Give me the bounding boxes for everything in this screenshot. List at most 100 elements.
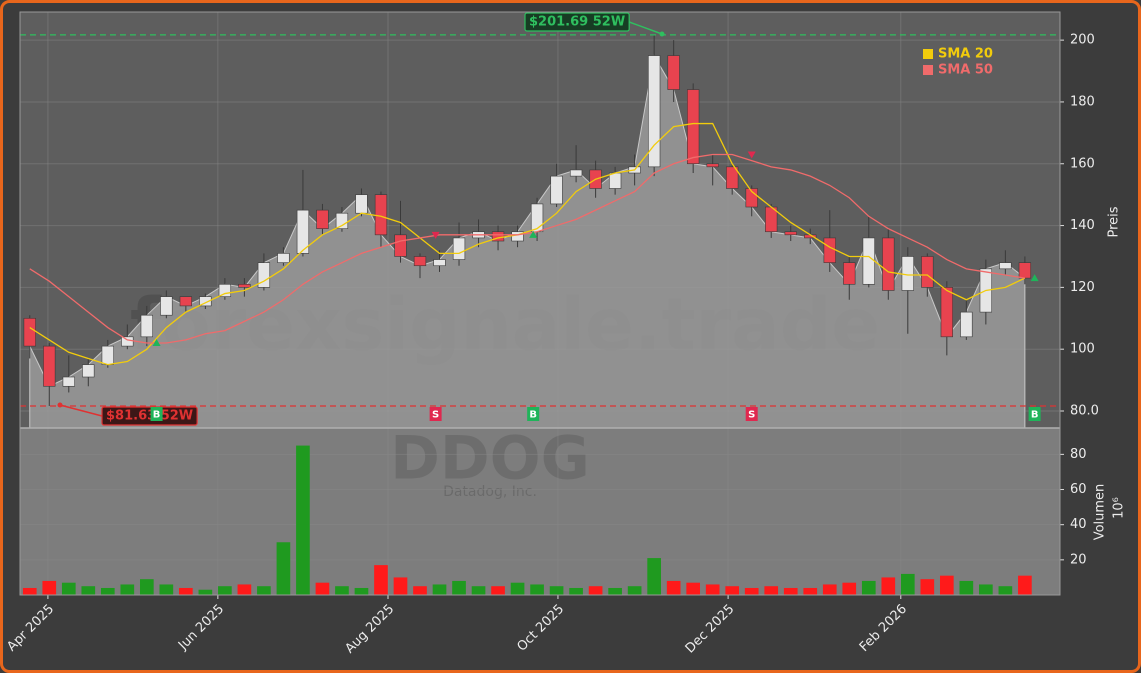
- volume-bar: [22, 587, 37, 595]
- volume-bar: [881, 577, 896, 595]
- volume-bar: [627, 586, 642, 595]
- candle-body: [238, 283, 251, 288]
- signal-label: B: [529, 410, 537, 421]
- candle-body: [745, 188, 758, 208]
- candle-body: [999, 262, 1012, 270]
- reference-label: $81.63 52W: [106, 409, 193, 424]
- candle-body: [569, 169, 583, 177]
- volume-bar: [491, 586, 505, 595]
- volume-bar: [588, 586, 603, 595]
- volume-bar: [998, 586, 1013, 595]
- volume-bar: [725, 586, 740, 595]
- candle-body: [550, 175, 563, 205]
- volume-bar: [1018, 575, 1032, 595]
- y-tick-label: 60: [1070, 482, 1087, 497]
- volume-bar: [530, 584, 544, 595]
- candle-body: [921, 256, 934, 288]
- signal-marker: [152, 339, 161, 347]
- y-tick-label: 100: [1070, 342, 1095, 357]
- sma-line: [29, 153, 1025, 344]
- sma-line: [29, 122, 1026, 366]
- candle-body: [940, 287, 953, 338]
- reference-arrow: [628, 21, 663, 35]
- marks: [22, 34, 1032, 595]
- volume-bar: [861, 580, 876, 595]
- candle-body: [121, 336, 134, 347]
- y-axis-label: Preis: [1107, 206, 1122, 237]
- volume-bar: [100, 587, 115, 595]
- candle-body: [530, 203, 544, 233]
- volume-bar: [335, 586, 349, 595]
- candle-body: [726, 166, 739, 189]
- candle-body: [608, 172, 622, 189]
- volume-bar: [569, 587, 583, 595]
- volume-bar: [783, 587, 798, 595]
- volume-bar: [920, 579, 935, 595]
- volume-bar: [940, 575, 954, 595]
- volume-bar: [140, 579, 154, 595]
- candle-body: [452, 237, 466, 260]
- volume-bar: [900, 573, 915, 595]
- volume-bar: [686, 582, 700, 595]
- signal-box: [1028, 407, 1041, 421]
- candle-body: [316, 209, 329, 229]
- y-tick-label: 20: [1070, 552, 1087, 567]
- y-tick-label: 140: [1070, 218, 1095, 233]
- candle-body: [862, 237, 875, 285]
- y-tick-label: 120: [1070, 280, 1095, 295]
- volume-bar: [803, 587, 818, 595]
- volume-bar: [393, 577, 408, 595]
- candle-body: [394, 234, 407, 257]
- volume-bar: [744, 587, 759, 595]
- candle-body: [160, 296, 173, 316]
- candle-body: [199, 296, 212, 307]
- y-tick-label: 160: [1070, 156, 1095, 171]
- legend-label: SMA 20: [938, 47, 993, 62]
- y-tick-label: 80: [1070, 447, 1087, 462]
- volume-bar: [315, 582, 330, 595]
- candle-body: [374, 194, 388, 236]
- candle-body: [1018, 262, 1032, 279]
- volume-bar: [374, 565, 388, 595]
- candle-body: [277, 253, 290, 263]
- volume-bar: [237, 584, 252, 595]
- layers: forexsignale.tradeDDOGDatadog, Inc.80.01…: [4, 11, 1099, 657]
- candle-body: [901, 256, 914, 291]
- volume-panel: [20, 428, 1060, 595]
- volume-bar: [959, 580, 974, 595]
- volume-bar: [764, 586, 779, 595]
- volume-bar: [61, 582, 76, 595]
- volume-bar: [218, 586, 232, 595]
- candle-body: [960, 311, 973, 338]
- candle-body: [843, 262, 856, 285]
- volume-bar: [413, 586, 427, 595]
- volume-bar: [179, 587, 193, 595]
- y-tick-label: 80.0: [1070, 404, 1099, 419]
- volume-bar: [549, 586, 564, 595]
- signal-label: B: [153, 410, 161, 421]
- volume-bar: [257, 586, 271, 595]
- volume-bar: [705, 584, 720, 595]
- candle-body: [62, 376, 75, 387]
- volume-bar: [354, 587, 369, 595]
- reference-arrow-head: [57, 402, 63, 408]
- signal-box: [745, 407, 758, 421]
- candle-body: [823, 237, 836, 263]
- volume-bar: [159, 584, 174, 595]
- candle-body: [667, 55, 680, 90]
- candle-body: [433, 259, 446, 267]
- volume-bar: [81, 586, 96, 595]
- watermark-company: Datadog, Inc.: [443, 484, 537, 500]
- candle-body: [140, 314, 153, 338]
- volume-bar: [452, 580, 466, 595]
- signal-marker: [747, 151, 756, 159]
- signal-marker: [529, 230, 538, 238]
- candle-body: [647, 55, 661, 168]
- legend-swatch: [923, 49, 933, 59]
- reference-arrow: [59, 404, 103, 417]
- candle-body: [101, 345, 114, 365]
- volume-bar: [979, 584, 993, 595]
- signal-box: [527, 407, 540, 421]
- signal-box: [150, 407, 163, 421]
- candle-body: [218, 283, 232, 297]
